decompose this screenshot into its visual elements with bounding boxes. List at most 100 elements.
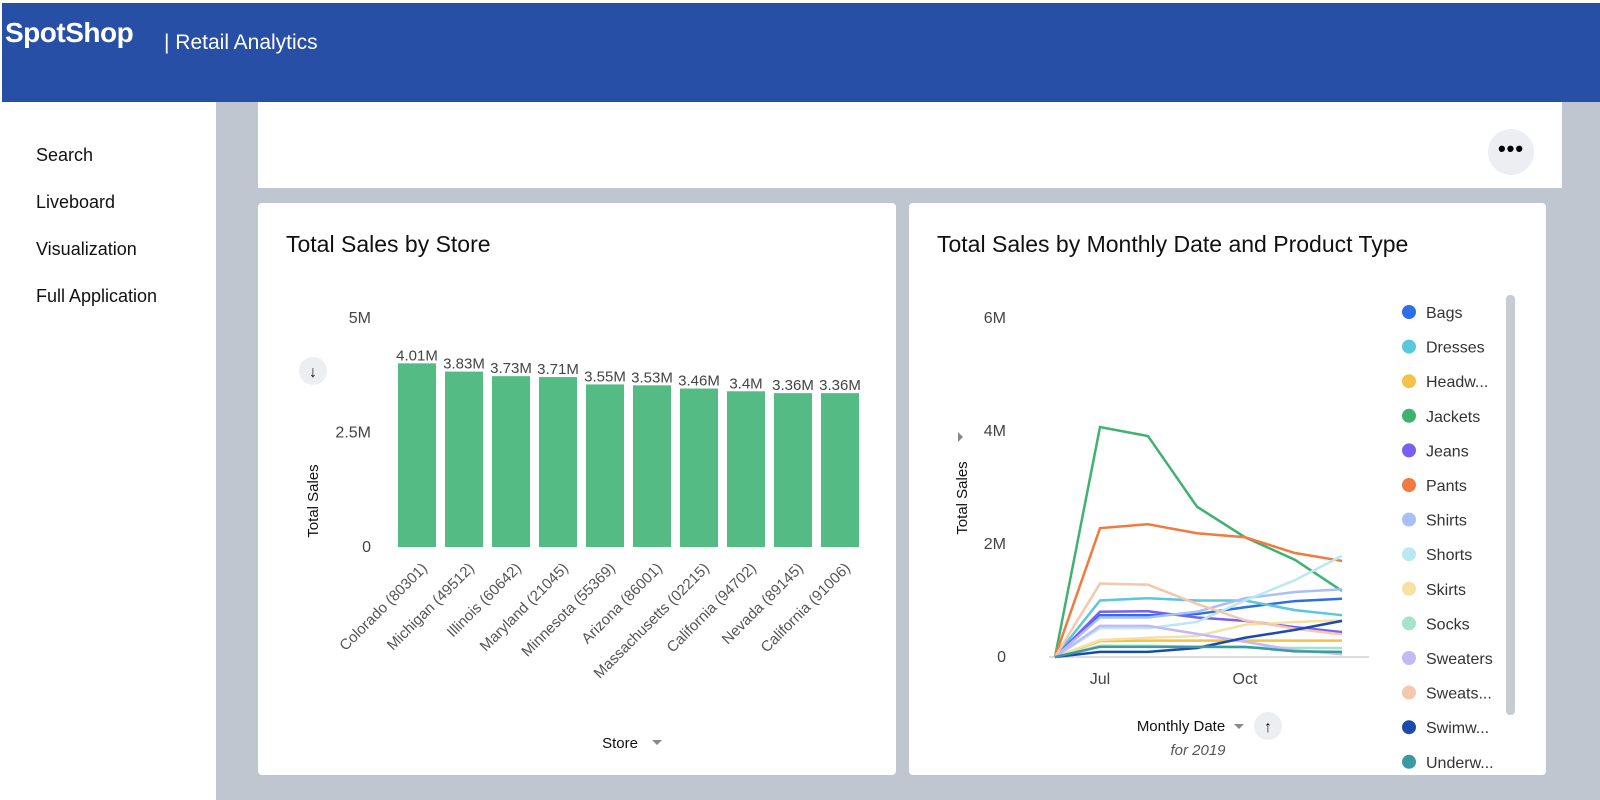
legend-marker[interactable] [1402, 305, 1416, 319]
legend-marker[interactable] [1402, 547, 1416, 562]
y-tick-label: 2.5M [335, 425, 371, 442]
app-subtitle: | Retail Analytics [164, 31, 318, 54]
data-label: 3.83M [443, 356, 485, 373]
y-axis-label: Total Sales [954, 461, 971, 534]
bar[interactable] [586, 384, 624, 547]
legend-item[interactable]: Shirts [1426, 513, 1467, 530]
sort-button[interactable] [299, 357, 327, 385]
bar-chart-card: Total Sales by Store 0 2.5M 5M Total Sales ↓… [258, 203, 896, 775]
sidebar: Search Liveboard Visualization Full Appl… [0, 102, 216, 800]
y-tick-label: 5M [349, 310, 371, 327]
y-tick-label: 2M [984, 536, 1006, 553]
bar[interactable] [633, 385, 671, 547]
series-line-underw[interactable] [1054, 645, 1343, 659]
sidebar-item-visualization[interactable]: Visualization [36, 239, 137, 259]
data-label: 3.36M [819, 377, 861, 394]
bar[interactable] [727, 391, 765, 547]
data-label: 3.53M [631, 369, 673, 386]
y-tick-label: 0 [362, 539, 371, 556]
legend-item[interactable]: Headw... [1426, 374, 1488, 391]
legend-item[interactable]: Pants [1426, 478, 1467, 495]
legend-marker[interactable] [1402, 512, 1416, 527]
more-horizontal-icon[interactable]: ••• [1488, 129, 1534, 175]
series-line-skirts[interactable] [1054, 619, 1343, 659]
legend-marker[interactable] [1402, 478, 1416, 492]
legend-item[interactable]: Dresses [1426, 340, 1485, 357]
liveboard-toolbar: ••• [258, 102, 1562, 188]
data-label: 3.46M [678, 373, 720, 390]
x-axis-label[interactable]: Monthly Date [1137, 718, 1225, 735]
x-tick-label: Nevada (89145) [719, 560, 807, 648]
legend-marker[interactable] [1402, 408, 1416, 423]
sidebar-item-full-application[interactable]: Full Application [36, 286, 158, 306]
sidebar-item-search[interactable]: Search [36, 145, 94, 165]
data-label: 3.71M [537, 361, 579, 378]
bar[interactable] [821, 393, 859, 547]
arrow-down-icon: ↓ [309, 364, 317, 381]
x-tick-label: Jul [1090, 671, 1110, 688]
legend-item[interactable]: Socks [1426, 616, 1470, 633]
x-tick-label: Maryland (21045) [477, 560, 572, 655]
series-line-shorts[interactable] [1054, 554, 1343, 659]
bar[interactable] [680, 388, 718, 547]
y-axis-label: Total Sales [305, 464, 322, 537]
x-tick-label: Colorado (80301) [336, 560, 431, 655]
bar[interactable] [539, 377, 577, 547]
bar-chart: 0 2.5M 5M Total Sales ↓ 4.01M Colorado (80301)… [299, 310, 861, 752]
bar[interactable] [398, 363, 436, 547]
bar[interactable] [445, 371, 483, 547]
legend-item[interactable]: Jeans [1426, 443, 1469, 460]
data-label: 3.73M [490, 360, 532, 377]
data-label: 3.36M [772, 377, 814, 394]
sort-button[interactable] [1254, 712, 1282, 740]
legend-marker[interactable] [1402, 581, 1416, 596]
legend-marker[interactable] [1402, 651, 1416, 665]
sidebar-item-liveboard[interactable]: Liveboard [36, 192, 116, 212]
y-tick-label: 0 [997, 649, 1006, 666]
legend-item[interactable]: Jackets [1426, 409, 1480, 426]
bar[interactable] [774, 393, 812, 547]
legend-item[interactable]: Sweats... [1426, 686, 1492, 703]
series-line-shirts[interactable] [1054, 587, 1343, 658]
data-label: 4.01M [396, 347, 438, 364]
x-tick-label: California (91006) [757, 560, 853, 656]
legend-item[interactable]: Underw... [1426, 755, 1494, 772]
legend-scrollbar[interactable] [1506, 295, 1515, 715]
logo[interactable]: SpotShop [5, 17, 134, 48]
series-line-jeans[interactable] [1054, 609, 1343, 658]
legend-marker[interactable] [1402, 720, 1416, 735]
arrow-up-icon: ↑ [1264, 719, 1272, 736]
legend-item[interactable]: Bags [1426, 305, 1462, 322]
app-header: SpotShop | Retail Analytics [2, 3, 1600, 102]
line-chart: 0 2M 4M 6M Total Sales Jul Oct Bags Dresses Headw… [954, 295, 1515, 772]
legend-item[interactable]: Sweaters [1426, 651, 1493, 668]
bar[interactable] [492, 376, 530, 547]
series-line-pants[interactable] [1053, 522, 1343, 658]
legend-marker[interactable] [1402, 339, 1416, 354]
legend-item[interactable]: Swimw... [1426, 720, 1489, 737]
series-line-dresses[interactable] [1054, 596, 1343, 658]
x-axis-label[interactable]: Store [602, 735, 638, 752]
series-line-bags[interactable] [1054, 597, 1343, 658]
line-chart-card: Total Sales by Monthly Date and Product … [909, 203, 1546, 775]
data-label: 3.55M [584, 368, 626, 385]
legend-marker[interactable] [1402, 374, 1416, 389]
x-tick-label: Arizona (86001) [578, 560, 665, 647]
x-tick-label: Michigan (49512) [384, 560, 478, 654]
data-label: 3.4M [729, 375, 762, 392]
chevron-down-icon [1234, 724, 1244, 729]
x-tick-label: Oct [1233, 671, 1258, 688]
chevron-down-icon [652, 740, 662, 745]
y-tick-label: 6M [984, 310, 1006, 327]
chart-title: Total Sales by Monthly Date and Product … [937, 231, 1409, 257]
y-tick-label: 4M [984, 423, 1006, 440]
series-line-jackets[interactable] [1053, 425, 1343, 658]
legend-marker[interactable] [1402, 616, 1416, 631]
legend-marker[interactable] [1402, 754, 1416, 769]
legend-marker[interactable] [1402, 685, 1416, 700]
x-axis-sublabel: for 2019 [1170, 742, 1226, 759]
legend-item[interactable]: Shorts [1426, 547, 1472, 564]
chart-title: Total Sales by Store [286, 231, 491, 257]
legend-item[interactable]: Skirts [1426, 582, 1466, 599]
legend-marker[interactable] [1402, 443, 1416, 458]
